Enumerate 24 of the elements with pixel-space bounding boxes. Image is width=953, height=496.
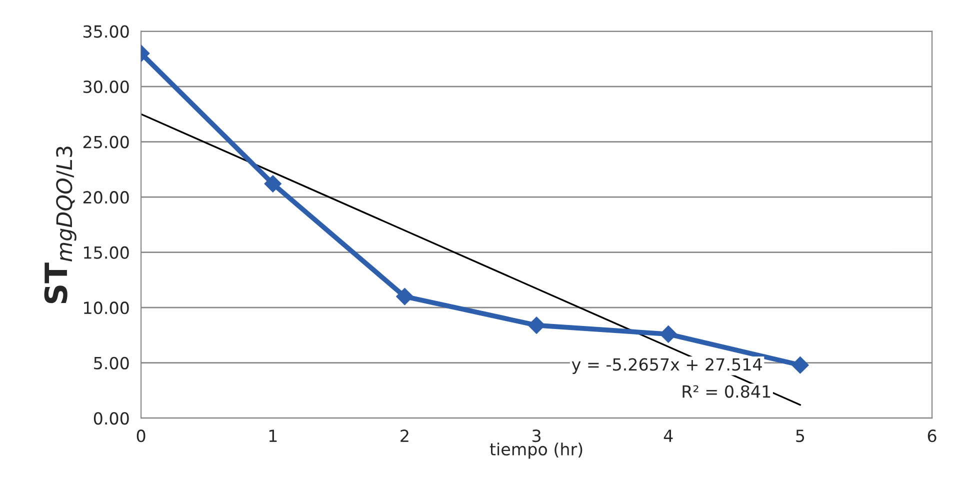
y-tick-label: 35.00 xyxy=(83,25,129,38)
point xyxy=(660,326,677,343)
y-tick-label: 30.00 xyxy=(83,80,129,94)
y-tick-label: 0.00 xyxy=(94,412,129,425)
x-axis-title: tiempo (hr) xyxy=(490,442,582,459)
annotation: R² = 0.841 xyxy=(682,385,770,398)
x-tick-label: 2 xyxy=(400,430,408,442)
annotation: y = -5.2657x + 27.514 xyxy=(572,358,762,374)
y-tick-label: 10.00 xyxy=(84,302,129,314)
point xyxy=(792,356,809,374)
x-tick-label: 6 xyxy=(928,430,936,442)
y-tick-label: 20.00 xyxy=(83,191,129,204)
y-tick-label: 25.00 xyxy=(83,136,129,148)
point xyxy=(528,316,546,334)
y-axis-title: ST$_{mgDQO/L3}$ xyxy=(44,146,76,304)
x-tick-label: 0 xyxy=(136,430,146,442)
x-tick-label: 4 xyxy=(664,430,673,442)
y-tick-label: 15.00 xyxy=(84,246,129,259)
y-tick-label: 5.00 xyxy=(94,356,129,370)
point xyxy=(396,288,414,306)
x-tick-label: 3 xyxy=(532,430,541,442)
point xyxy=(264,175,282,192)
x-tick-label: 5 xyxy=(796,430,804,442)
x-tick-label: 1 xyxy=(269,430,277,442)
